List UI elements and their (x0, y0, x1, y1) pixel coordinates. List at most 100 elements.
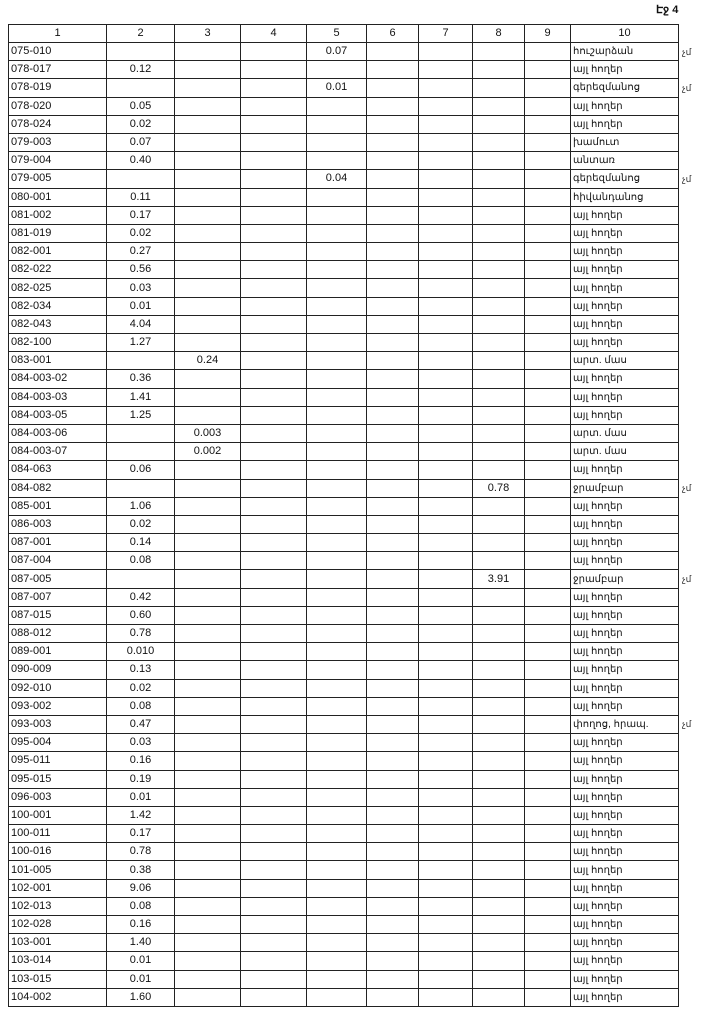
area-cell-col6 (366, 678, 419, 698)
area-cell-col4 (240, 205, 307, 225)
parcel-code-cell: 078-024 (8, 114, 107, 134)
area-cell-col2 (106, 41, 175, 62)
area-cell-col8 (472, 278, 525, 298)
area-cell-col3 (174, 733, 241, 753)
area-cell-col4 (240, 114, 307, 134)
parcel-code-cell: 084-063 (8, 460, 107, 480)
area-cell-col2 (106, 569, 175, 589)
area-cell-col4 (240, 733, 307, 753)
area-cell-col4 (240, 933, 307, 953)
area-cell-col8 (472, 824, 525, 844)
area-cell-col5 (306, 151, 367, 171)
parcel-code-cell: 095-015 (8, 769, 107, 789)
area-cell-col8 (472, 805, 525, 826)
area-cell-col5 (306, 860, 367, 880)
parcel-code-cell: 089-001 (8, 642, 107, 662)
area-cell-col9 (524, 642, 571, 662)
area-cell-col4 (240, 605, 307, 626)
area-cell-col9 (524, 678, 571, 698)
table-row: 089-001 0.010 այլ հողեր (8, 642, 679, 662)
area-cell-col7 (418, 824, 473, 844)
area-cell-col7 (418, 933, 473, 953)
area-cell-col7 (418, 914, 473, 935)
area-cell-col6 (366, 514, 419, 535)
area-cell-col8 (472, 623, 525, 644)
land-use-cell: այլ հողեր (570, 314, 679, 335)
area-cell-col2: 0.13 (106, 660, 175, 680)
area-cell-col3 (174, 969, 241, 989)
area-cell-col4 (240, 78, 307, 98)
parcel-code-cell: 082-043 (8, 314, 107, 335)
area-cell-col7 (418, 714, 473, 735)
land-use-cell: հիվանդանոց (570, 187, 679, 207)
area-cell-col8 (472, 860, 525, 880)
area-cell-col8 (472, 842, 525, 862)
area-cell-col9 (524, 332, 571, 353)
area-cell-col9 (524, 714, 571, 735)
area-cell-col9 (524, 60, 571, 80)
land-use-cell: այլ հողեր (570, 114, 679, 134)
area-cell-col9 (524, 132, 571, 153)
area-cell-col3 (174, 860, 241, 880)
table-row: 085-001 1.06 այլ հողեր (8, 496, 679, 516)
area-cell-col5 (306, 242, 367, 262)
area-cell-col4 (240, 769, 307, 789)
area-cell-col9 (524, 805, 571, 826)
table-row: 078-019 0.01 գերեզմանոց (8, 78, 679, 98)
area-cell-col7 (418, 969, 473, 989)
parcel-code-cell: 084-003-05 (8, 405, 107, 425)
table-row: 084-003-07 0.002 արտ. մաս (8, 442, 679, 462)
area-cell-col3 (174, 296, 241, 316)
column-header-8: 8 (472, 24, 525, 43)
table-row: 081-002 0.17 այլ հողեր (8, 205, 679, 225)
area-cell-col2 (106, 478, 175, 498)
margin-note: չմ (682, 173, 692, 184)
area-cell-col6 (366, 351, 419, 371)
land-use-cell: այլ հողեր (570, 551, 679, 571)
area-cell-col7 (418, 260, 473, 280)
area-cell-col9 (524, 842, 571, 862)
area-cell-col8 (472, 460, 525, 480)
area-cell-col6 (366, 114, 419, 134)
table-row: 102-028 0.16 այլ հողեր (8, 914, 679, 935)
area-cell-col3 (174, 642, 241, 662)
parcel-code-cell: 102-028 (8, 914, 107, 935)
area-cell-col5 (306, 96, 367, 116)
area-cell-col9 (524, 787, 571, 807)
column-header-2: 2 (106, 24, 175, 43)
parcel-code-cell: 095-011 (8, 751, 107, 771)
area-cell-col5 (306, 405, 367, 425)
parcel-code-cell: 082-100 (8, 332, 107, 353)
area-cell-col6 (366, 642, 419, 662)
area-cell-col4 (240, 660, 307, 680)
area-cell-col9 (524, 151, 571, 171)
parcel-code-cell: 093-003 (8, 714, 107, 735)
area-cell-col9 (524, 205, 571, 225)
area-cell-col9 (524, 496, 571, 516)
parcel-code-cell: 102-013 (8, 896, 107, 917)
table-row: 084-003-06 0.003 արտ. մաս (8, 423, 679, 444)
table-row: 084-003-02 0.36 այլ հողեր (8, 369, 679, 389)
area-cell-col5 (306, 951, 367, 971)
area-cell-col5 (306, 551, 367, 571)
area-cell-col6 (366, 405, 419, 425)
land-use-cell: այլ հողեր (570, 260, 679, 280)
area-cell-col5 (306, 769, 367, 789)
area-cell-col3 (174, 114, 241, 134)
area-cell-col4 (240, 805, 307, 826)
area-cell-col2 (106, 169, 175, 189)
area-cell-col3 (174, 260, 241, 280)
area-cell-col7 (418, 169, 473, 189)
land-use-cell: արտ. մաս (570, 442, 679, 462)
area-cell-col6 (366, 860, 419, 880)
area-cell-col7 (418, 296, 473, 316)
area-cell-col4 (240, 151, 307, 171)
table-row: 082-034 0.01 այլ հողեր (8, 296, 679, 316)
area-cell-col8 (472, 96, 525, 116)
area-cell-col8 (472, 114, 525, 134)
area-cell-col4 (240, 696, 307, 716)
table-row: 078-024 0.02 այլ հողեր (8, 114, 679, 134)
area-cell-col9 (524, 660, 571, 680)
area-cell-col3: 0.002 (174, 442, 241, 462)
area-cell-col7 (418, 96, 473, 116)
